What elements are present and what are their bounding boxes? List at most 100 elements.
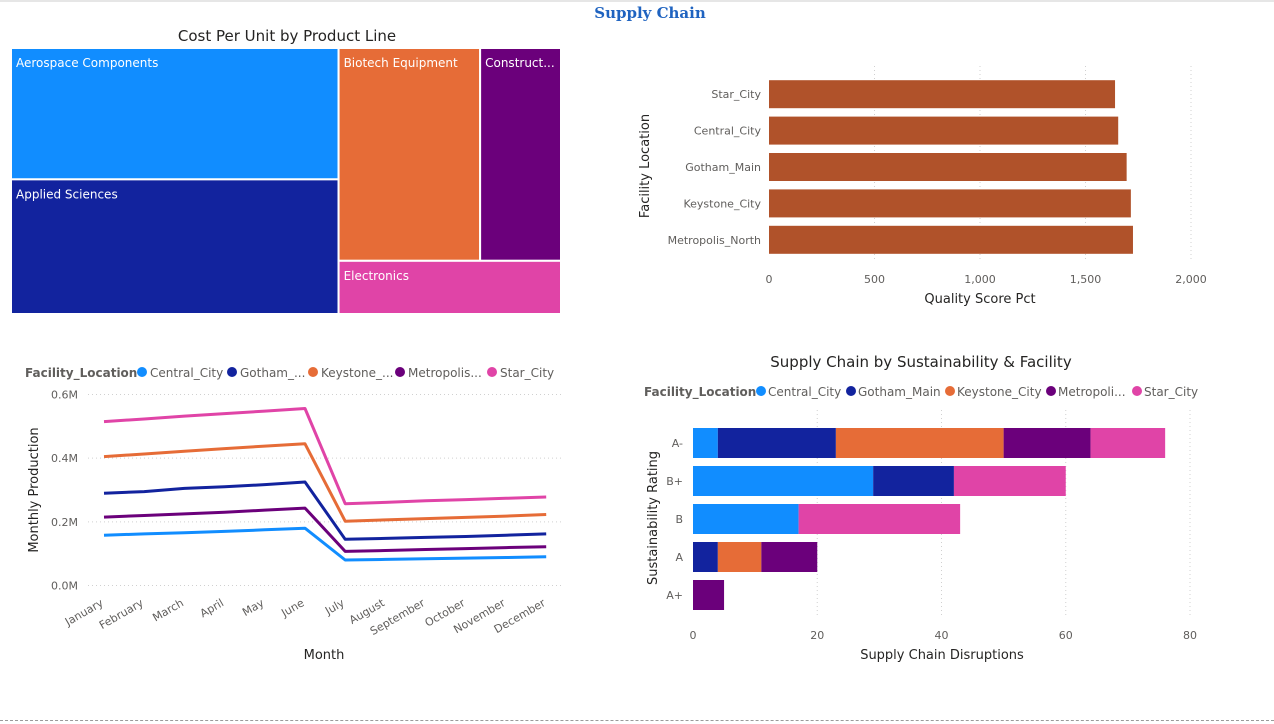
disruptions-bar-segment	[717, 428, 836, 458]
treemap-tile	[10, 178, 340, 315]
production-x-axis-title: Month	[304, 648, 345, 663]
disruptions-x-tick-label: 20	[810, 629, 824, 642]
quality-bar	[769, 225, 1133, 254]
quality-x-tick-label: 1,500	[1070, 273, 1102, 286]
production-y-tick-label: 0.6M	[51, 389, 78, 402]
production-legend-title: Facility_Location	[25, 366, 137, 381]
quality-x-axis-title: Quality Score Pct	[924, 292, 1035, 307]
disruptions-bar-segment	[835, 428, 1004, 458]
production-series-line	[103, 526, 547, 562]
treemap-tile	[10, 47, 340, 181]
disruptions-legend-title: Facility_Location	[644, 385, 756, 400]
disruptions-y-tick-label: A+	[666, 589, 683, 602]
disruptions-y-tick-label: B	[675, 513, 683, 526]
disruptions-x-tick-label: 80	[1183, 629, 1197, 642]
legend-label: Metropolis...	[408, 366, 482, 380]
quality-y-axis-title: Facility Location	[638, 114, 653, 218]
disruptions-x-tick-label: 60	[1059, 629, 1073, 642]
production-x-tick-label: June	[278, 596, 306, 620]
treemap-tile-label: Electronics	[344, 269, 409, 283]
legend-label: Metropoli...	[1058, 385, 1126, 399]
production-line-chart: Facility_Location Central_City Gotham_...…	[25, 366, 562, 663]
treemap-tile-label: Applied Sciences	[16, 187, 118, 201]
treemap-tile	[479, 47, 562, 262]
quality-x-tick-label: 500	[864, 273, 885, 286]
production-x-tick-label: February	[97, 596, 146, 632]
legend-marker-icon	[1046, 386, 1056, 396]
quality-bar	[769, 80, 1116, 109]
disruptions-bar-segment	[693, 504, 799, 534]
disruptions-x-tick-label: 40	[935, 629, 949, 642]
disruptions-bar-segment	[1090, 428, 1166, 458]
legend-marker-icon	[137, 367, 147, 377]
legend-label: Star_City	[500, 366, 554, 380]
production-series-line	[103, 442, 547, 523]
legend-label: Gotham_...	[240, 366, 305, 380]
legend-marker-icon	[227, 367, 237, 377]
production-series-line	[103, 480, 547, 541]
treemap-title: Cost Per Unit by Product Line	[178, 27, 396, 45]
quality-bar	[769, 153, 1127, 181]
treemap-tile-label: Biotech Equipment	[344, 56, 458, 70]
disruptions-title: Supply Chain by Sustainability & Facilit…	[770, 353, 1072, 371]
disruptions-y-tick-label: A-	[672, 437, 683, 450]
quality-x-tick-label: 0	[766, 273, 773, 286]
legend-marker-icon	[1132, 386, 1142, 396]
quality-y-tick-label: Gotham_Main	[685, 161, 761, 174]
disruptions-bar-segment	[953, 466, 1066, 496]
disruptions-x-tick-label: 0	[690, 629, 697, 642]
quality-bar	[769, 116, 1119, 145]
production-series-line	[103, 407, 547, 506]
legend-marker-icon	[756, 386, 766, 396]
quality-bar-chart: Star_City Central_City Gotham_Main Keystone…	[638, 66, 1207, 307]
disruptions-bar-segment	[693, 580, 725, 610]
quality-x-tick-label: 2,000	[1175, 273, 1207, 286]
quality-y-tick-label: Star_City	[711, 88, 761, 101]
disruptions-bar-segment	[798, 504, 961, 534]
legend-label: Central_City	[150, 366, 223, 380]
production-y-tick-label: 0.0M	[51, 580, 78, 593]
page-title: Supply Chain	[594, 4, 706, 22]
legend-marker-icon	[395, 367, 405, 377]
disruptions-bar-segment	[1003, 428, 1091, 458]
legend-marker-icon	[308, 367, 318, 377]
treemap-tile-label: Aerospace Components	[16, 56, 158, 70]
legend-marker-icon	[945, 386, 955, 396]
legend-label: Central_City	[768, 385, 841, 399]
disruptions-y-tick-label: B+	[666, 475, 683, 488]
legend-label: Star_City	[1144, 385, 1198, 399]
production-x-tick-label: April	[198, 596, 226, 620]
disruptions-bar-segment	[693, 542, 718, 572]
treemap-chart: Cost Per Unit by Product Line Aerospace …	[10, 27, 562, 315]
disruptions-x-axis-title: Supply Chain Disruptions	[860, 648, 1024, 663]
disruptions-bar-segment	[693, 428, 718, 458]
legend-label: Keystone_City	[957, 385, 1042, 399]
treemap-tile	[337, 47, 482, 262]
production-y-tick-label: 0.2M	[51, 516, 78, 529]
disruptions-y-axis-title: Sustainability Rating	[646, 451, 661, 585]
quality-y-tick-label: Keystone_City	[683, 197, 761, 210]
quality-y-tick-label: Metropolis_North	[668, 234, 761, 247]
disruptions-bar-segment	[693, 466, 874, 496]
disruptions-bar-segment	[873, 466, 954, 496]
disruptions-stacked-bar-chart: Supply Chain by Sustainability & Facilit…	[644, 353, 1198, 663]
production-x-tick-label: July	[322, 596, 347, 618]
legend-label: Gotham_Main	[858, 385, 941, 399]
production-x-tick-label: March	[150, 596, 186, 624]
treemap-tile	[337, 259, 562, 315]
quality-bar	[769, 189, 1131, 218]
top-border	[0, 0, 1274, 2]
quality-x-tick-label: 1,000	[964, 273, 996, 286]
disruptions-bar-segment	[717, 542, 762, 572]
legend-marker-icon	[846, 386, 856, 396]
disruptions-y-tick-label: A	[675, 551, 683, 564]
production-series-line	[103, 506, 547, 553]
production-y-axis-title: Monthly Production	[27, 427, 42, 552]
quality-y-tick-label: Central_City	[694, 125, 762, 138]
legend-label: Keystone_...	[321, 366, 394, 380]
bottom-border	[0, 720, 1274, 721]
disruptions-bar-segment	[761, 542, 818, 572]
production-x-tick-label: May	[240, 596, 267, 619]
treemap-tile-label: Construct...	[485, 56, 555, 70]
legend-marker-icon	[487, 367, 497, 377]
